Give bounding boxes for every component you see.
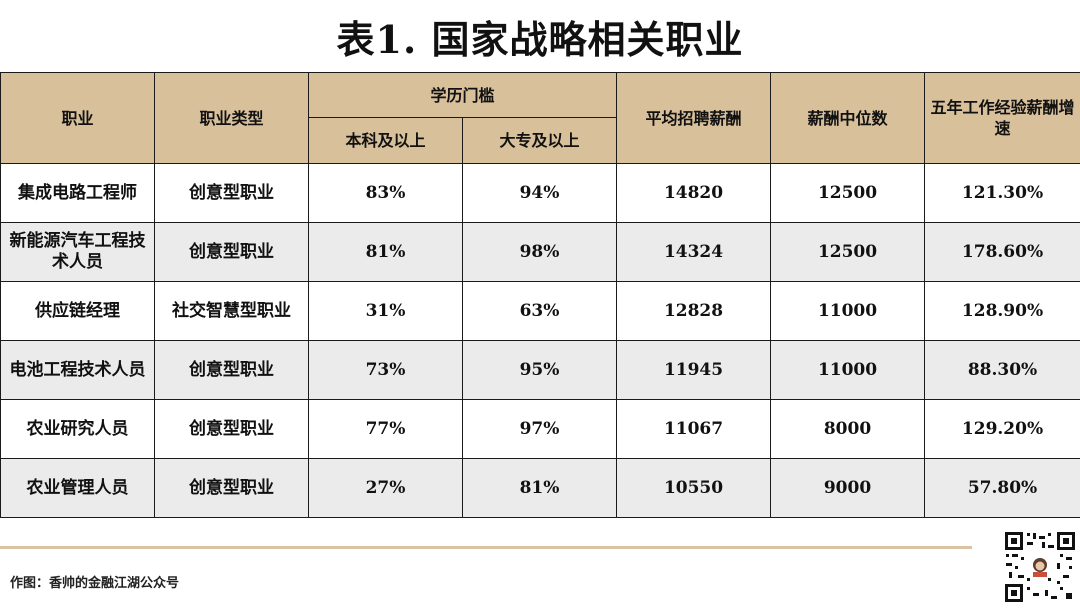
table-row: 电池工程技术人员 创意型职业 73% 95% 11945 11000 88.30… — [0, 340, 1080, 400]
cell-growth: 129.20% — [924, 399, 1080, 459]
header-growth: 五年工作经验薪酬增速 — [924, 72, 1080, 164]
cell-occupation: 供应链经理 — [0, 281, 155, 341]
cell-bachelor: 31% — [308, 281, 463, 341]
cell-median-salary: 8000 — [770, 399, 926, 459]
cell-avg-salary: 14820 — [616, 163, 772, 223]
table-row: 新能源汽车工程技术人员 创意型职业 81% 98% 14324 12500 17… — [0, 222, 1080, 282]
qr-code-icon — [1003, 530, 1077, 604]
table-row: 集成电路工程师 创意型职业 83% 94% 14820 12500 121.30… — [0, 163, 1080, 223]
page-title: 表1. 国家战略相关职业 — [336, 17, 744, 62]
cell-median-salary: 11000 — [770, 281, 926, 341]
cell-occupation: 电池工程技术人员 — [0, 340, 155, 400]
cell-college: 63% — [461, 281, 618, 341]
cell-avg-salary: 11067 — [616, 399, 772, 459]
cell-bachelor: 81% — [308, 222, 463, 282]
table-row: 农业研究人员 创意型职业 77% 97% 11067 8000 129.20% — [0, 399, 1080, 459]
cell-avg-salary: 14324 — [616, 222, 772, 282]
header-education: 学历门槛 — [307, 72, 618, 118]
cell-occupation: 新能源汽车工程技术人员 — [0, 222, 155, 282]
occupation-table: 职业 职业类型 学历门槛 平均招聘薪酬 薪酬中位数 五年工作经验薪酬增速 本科及… — [0, 72, 1080, 518]
table-row: 农业管理人员 创意型职业 27% 81% 10550 9000 57.80% — [0, 458, 1080, 518]
cell-bachelor: 77% — [308, 399, 463, 459]
cell-bachelor: 73% — [308, 340, 463, 400]
cell-college: 97% — [461, 399, 618, 459]
cell-occupation: 集成电路工程师 — [0, 163, 155, 223]
cell-growth: 128.90% — [924, 281, 1080, 341]
cell-growth: 57.80% — [924, 458, 1080, 518]
cell-median-salary: 12500 — [770, 222, 926, 282]
footer-divider — [0, 546, 972, 549]
header-bachelor: 本科及以上 — [308, 117, 463, 164]
cell-type: 创意型职业 — [154, 340, 309, 400]
cell-growth: 88.30% — [924, 340, 1080, 400]
cell-type: 创意型职业 — [154, 458, 309, 518]
cell-college: 95% — [461, 340, 618, 400]
header-avg-salary: 平均招聘薪酬 — [616, 72, 772, 164]
cell-avg-salary: 10550 — [616, 458, 772, 518]
cell-type: 创意型职业 — [154, 222, 309, 282]
cell-avg-salary: 12828 — [616, 281, 772, 341]
cell-college: 81% — [461, 458, 618, 518]
header-occupation: 职业 — [0, 72, 155, 164]
cell-median-salary: 12500 — [770, 163, 926, 223]
header-college: 大专及以上 — [461, 117, 618, 164]
cell-median-salary: 9000 — [770, 458, 926, 518]
cell-median-salary: 11000 — [770, 340, 926, 400]
footer-credit: 作图：香帅的金融江湖公众号 — [10, 576, 180, 591]
header-median-salary: 薪酬中位数 — [770, 72, 926, 164]
table-row: 供应链经理 社交智慧型职业 31% 63% 12828 11000 128.90… — [0, 281, 1080, 341]
cell-occupation: 农业研究人员 — [0, 399, 155, 459]
cell-growth: 178.60% — [924, 222, 1080, 282]
cell-college: 98% — [461, 222, 618, 282]
cell-bachelor: 83% — [308, 163, 463, 223]
cell-type: 创意型职业 — [154, 163, 309, 223]
cell-type: 社交智慧型职业 — [154, 281, 309, 341]
cell-type: 创意型职业 — [154, 399, 309, 459]
cell-college: 94% — [461, 163, 618, 223]
header-type: 职业类型 — [154, 72, 309, 164]
cell-growth: 121.30% — [924, 163, 1080, 223]
cell-bachelor: 27% — [308, 458, 463, 518]
cell-avg-salary: 11945 — [616, 340, 772, 400]
cell-occupation: 农业管理人员 — [0, 458, 155, 518]
